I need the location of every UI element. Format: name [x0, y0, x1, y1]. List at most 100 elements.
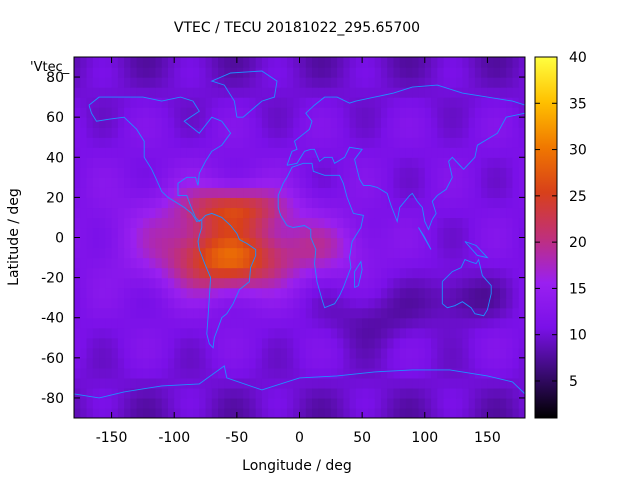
heatmap-cell [424, 387, 432, 399]
heatmap-cell [224, 287, 232, 299]
heatmap-cell [99, 297, 106, 309]
heatmap-cell [312, 57, 319, 68]
heatmap-cell [80, 167, 88, 178]
heatmap-cell [268, 247, 276, 259]
heatmap-cell [136, 217, 144, 229]
heatmap-cell [261, 117, 269, 128]
heatmap-cell [312, 157, 319, 168]
heatmap-cell [456, 187, 463, 198]
heatmap-cell [274, 267, 282, 279]
heatmap-cell [405, 187, 413, 198]
heatmap-cell [343, 57, 351, 68]
heatmap-cell [443, 117, 451, 128]
heatmap-cell [74, 377, 81, 389]
heatmap-cell [142, 117, 150, 128]
heatmap-cell [193, 327, 200, 339]
heatmap-cell [362, 267, 369, 279]
heatmap-cell [218, 187, 225, 198]
heatmap-cell [199, 167, 207, 178]
heatmap-cell [224, 147, 232, 158]
heatmap-cell [86, 77, 94, 88]
heatmap-cell [324, 227, 332, 239]
heatmap-cell [205, 137, 213, 148]
heatmap-cell [74, 197, 81, 209]
heatmap-cell [86, 167, 94, 178]
heatmap-cell [512, 187, 520, 198]
heatmap-cell [74, 287, 81, 299]
heatmap-cell [142, 387, 150, 399]
heatmap-cell [286, 267, 294, 279]
heatmap-cell [149, 167, 157, 178]
heatmap-cell [506, 207, 514, 219]
heatmap-cell [174, 77, 182, 88]
heatmap-cell [268, 97, 276, 108]
heatmap-cell [312, 87, 319, 98]
heatmap-cell [387, 367, 395, 379]
heatmap-cell [349, 257, 357, 269]
heatmap-cell [462, 177, 470, 188]
heatmap-cell [343, 87, 351, 98]
heatmap-cell [130, 277, 138, 289]
heatmap-cell [456, 407, 463, 418]
heatmap-cell [330, 57, 338, 68]
heatmap-cell [443, 197, 451, 209]
heatmap-cell [149, 97, 157, 108]
heatmap-cell [105, 277, 113, 289]
heatmap-cell [161, 217, 169, 229]
y-tick-label: 0 [55, 231, 64, 247]
heatmap-cell [117, 147, 125, 158]
heatmap-cell [393, 197, 401, 209]
heatmap-cell [512, 277, 520, 289]
heatmap-cell [506, 117, 514, 128]
heatmap-cell [105, 117, 113, 128]
heatmap-cell [186, 147, 194, 158]
heatmap-cell [236, 157, 244, 168]
heatmap-cell [199, 117, 207, 128]
heatmap-cell [205, 207, 213, 219]
heatmap-cell [293, 137, 301, 148]
colorbar-tick-label: 25 [569, 189, 587, 205]
heatmap-cell [280, 87, 288, 98]
heatmap-cell [211, 387, 219, 399]
heatmap-cell [437, 257, 445, 269]
heatmap-cell [243, 407, 250, 418]
heatmap-cell [111, 187, 119, 198]
heatmap-cell [424, 167, 432, 178]
heatmap-cell [255, 277, 263, 289]
heatmap-cell [243, 107, 250, 118]
heatmap-cell [255, 347, 263, 359]
heatmap-cell [268, 137, 276, 148]
heatmap-cell [343, 207, 351, 219]
heatmap-cell [312, 67, 319, 78]
heatmap-cell [111, 237, 119, 249]
heatmap-cell [468, 107, 476, 118]
heatmap-cell [337, 157, 344, 168]
heatmap-cell [211, 287, 219, 299]
heatmap-cell [412, 387, 420, 399]
heatmap-cell [205, 167, 213, 178]
heatmap-cell [261, 147, 269, 158]
heatmap-cell [299, 327, 307, 339]
heatmap-cell [249, 397, 257, 409]
heatmap-cell [412, 227, 420, 239]
heatmap-cell [236, 297, 244, 309]
heatmap-cell [117, 337, 125, 349]
heatmap-cell [111, 57, 119, 68]
heatmap-cell [518, 297, 525, 309]
heatmap-cell [105, 187, 113, 198]
heatmap-cell [474, 287, 482, 299]
heatmap-cell [155, 337, 163, 349]
heatmap-cell [142, 367, 150, 379]
heatmap-cell [105, 327, 113, 339]
heatmap-cell [92, 147, 100, 158]
heatmap-cell [174, 357, 182, 369]
heatmap-cell [142, 247, 150, 259]
heatmap-cell [167, 277, 175, 289]
heatmap-cell [155, 377, 163, 389]
heatmap-cell [218, 217, 225, 229]
heatmap-cell [167, 367, 175, 379]
heatmap-cell [424, 267, 432, 279]
heatmap-cell [167, 347, 175, 359]
heatmap-cell [318, 257, 326, 269]
heatmap-cell [268, 297, 276, 309]
